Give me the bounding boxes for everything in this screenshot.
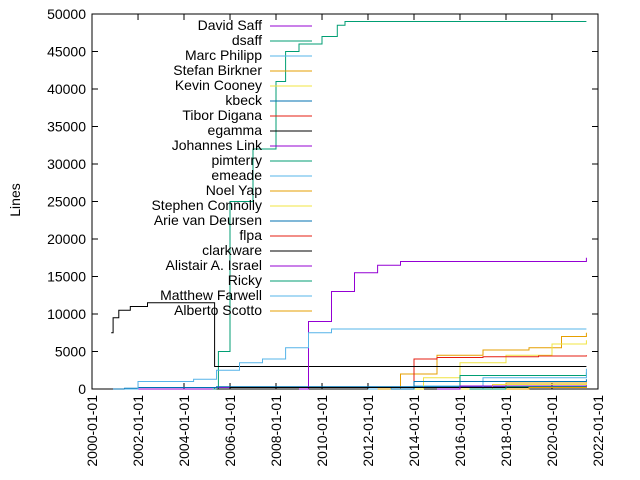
legend-label: David Saff: [198, 17, 262, 33]
x-tick-label: 2008-01-01: [268, 395, 284, 467]
series-line-1: [212, 21, 587, 390]
series-line-13: [391, 379, 587, 390]
x-tick-label: 2020-01-01: [544, 395, 560, 467]
series-lines: [111, 21, 587, 390]
y-axis: 0 5000 10000 15000 20000 25000 30000 35000 40000…: [47, 6, 598, 397]
x-tick-label: 2022-01-01: [590, 395, 606, 467]
legend-label: Arie van Deursen: [154, 212, 262, 228]
legend-label: Stephen Connolly: [151, 197, 262, 213]
legend-label: Noel Yap: [206, 182, 263, 198]
x-tick-label: 2006-01-01: [222, 395, 238, 467]
legend-label: Marc Philipp: [185, 47, 262, 63]
legend-label: emeade: [211, 167, 262, 183]
series-line-7: [111, 302, 587, 367]
series-line-8: [299, 257, 587, 390]
legend-label: kbeck: [225, 92, 263, 108]
legend-label: Stefan Birkner: [173, 62, 262, 78]
y-tick-label: 15000: [47, 269, 86, 285]
legend-label: dsaff: [232, 32, 262, 48]
x-tick-label: 2018-01-01: [498, 395, 514, 467]
x-tick-label: 2002-01-01: [130, 395, 146, 467]
legend-label: flpa: [239, 227, 262, 243]
series-line-3: [377, 332, 587, 390]
series-line-17: [469, 386, 587, 390]
x-tick-label: 2012-01-01: [360, 395, 376, 467]
y-tick-label: 35000: [47, 119, 86, 135]
y-tick-label: 10000: [47, 306, 86, 322]
y-tick-label: 5000: [55, 344, 86, 360]
y-tick-label: 30000: [47, 156, 86, 172]
legend-label: Alistair A. Israel: [166, 257, 262, 273]
legend-label: Johannes Link: [172, 137, 263, 153]
legend-label: Alberto Scotto: [174, 302, 262, 318]
y-tick-label: 50000: [47, 6, 86, 22]
series-line-16: [437, 385, 587, 390]
legend-label: Matthew Farwell: [160, 287, 262, 303]
x-axis: 2000-01-01 2002-01-01 2004-01-01 2006-01-01…: [84, 14, 606, 467]
y-tick-label: 20000: [47, 231, 86, 247]
x-tick-label: 2004-01-01: [176, 395, 192, 467]
legend-label: clarkware: [202, 242, 262, 258]
y-axis-label: Lines: [7, 183, 23, 216]
series-line-19: [506, 386, 587, 390]
y-tick-label: 25000: [47, 194, 86, 210]
y-tick-label: 45000: [47, 44, 86, 60]
y-tick-label: 0: [78, 381, 86, 397]
legend-label: Kevin Cooney: [175, 77, 262, 93]
series-line-6: [400, 355, 587, 390]
x-tick-label: 2010-01-01: [314, 395, 330, 467]
y-tick-label: 40000: [47, 81, 86, 97]
x-tick-label: 2000-01-01: [84, 395, 100, 467]
series-line-15: [216, 387, 587, 390]
legend-label: pimterry: [211, 152, 262, 168]
legend-label: egamma: [208, 122, 263, 138]
x-tick-label: 2014-01-01: [406, 395, 422, 467]
series-line-18: [124, 328, 587, 390]
x-tick-label: 2016-01-01: [452, 395, 468, 467]
legend-label: Ricky: [228, 272, 262, 288]
legend-label: Tibor Digana: [182, 107, 262, 123]
